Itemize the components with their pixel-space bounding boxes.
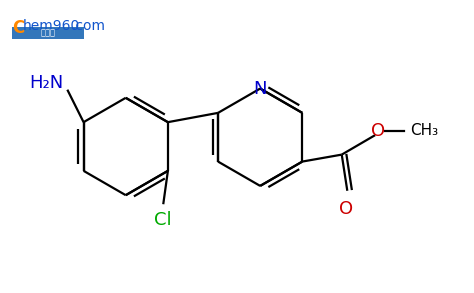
Text: CH₃: CH₃ (410, 123, 438, 139)
Text: C: C (12, 19, 24, 37)
Text: O: O (371, 122, 385, 140)
Text: H₂N: H₂N (29, 74, 64, 92)
FancyBboxPatch shape (12, 27, 84, 39)
Text: O: O (339, 200, 354, 218)
Text: 化工网: 化工网 (40, 29, 55, 38)
Text: Cl: Cl (155, 211, 172, 229)
Text: N: N (254, 79, 267, 98)
Text: hem960: hem960 (23, 19, 80, 33)
Text: .com: .com (71, 19, 105, 33)
